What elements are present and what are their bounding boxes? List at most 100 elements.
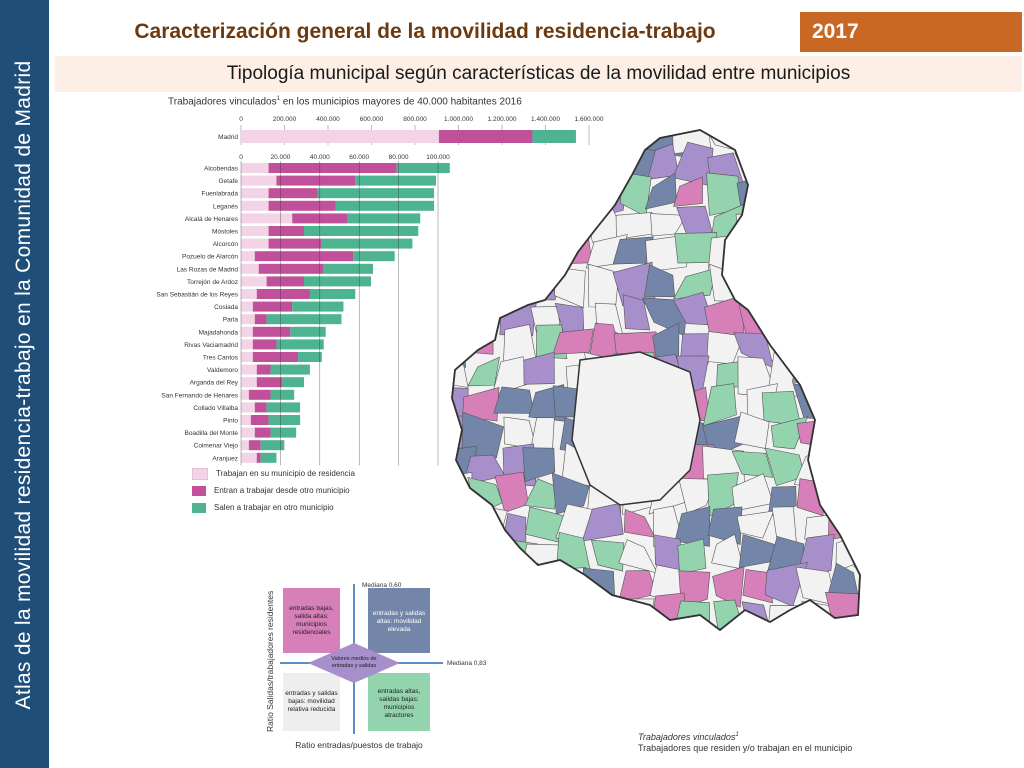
legend-label: Trabajan en su municipio de residencia [216, 469, 355, 478]
category-label: Pozuelo de Alarcón [182, 254, 238, 261]
bar-segment [241, 339, 253, 350]
bar-segment [241, 352, 253, 362]
bar-segment [396, 163, 450, 173]
bar-segment [290, 326, 326, 337]
bar-segment [241, 238, 269, 249]
bar-segment [282, 377, 305, 388]
bar-segment [241, 452, 257, 463]
madrid-axis-tick-label: 200.000 [273, 116, 297, 123]
category-label: Fuenlabrada [202, 191, 239, 198]
bar-segment [268, 163, 397, 173]
category-label: Coslada [214, 304, 238, 311]
page-title: Caracterización general de la movilidad … [134, 20, 716, 43]
footnote-sup: 1 [735, 732, 739, 738]
bar-segment [241, 163, 269, 173]
legend-item: Trabajan en su municipio de residencia [192, 465, 355, 482]
category-label: Collado Villalba [193, 405, 238, 412]
bar-segment [256, 452, 261, 463]
bar-segment [266, 314, 342, 325]
bar-segment [241, 226, 269, 236]
madrid-axis-tick-label: 1.600.000 [575, 116, 604, 123]
bar-segment [241, 326, 253, 337]
category-label: Pinto [223, 418, 238, 425]
bar-segment [254, 314, 267, 325]
legend-swatch-light-pink [192, 467, 208, 480]
madrid-axis-tick-label: 1.000.000 [444, 116, 473, 123]
bar-segment [270, 364, 310, 375]
bar-segment [252, 339, 277, 350]
category-label: Tres Cantos [203, 355, 239, 362]
bar-segment [256, 364, 271, 375]
legend-swatch-teal [192, 502, 206, 513]
bar-segment [266, 402, 301, 413]
bar-segment [335, 200, 435, 211]
bar-segment [241, 377, 257, 388]
side-band [0, 0, 49, 768]
bar-segment [241, 251, 255, 262]
bar-segment [260, 452, 277, 463]
bar-segment [292, 301, 344, 312]
category-label: Móstoles [212, 229, 239, 236]
legend-item: Salen a trabajar en otro municipio [192, 499, 355, 516]
bar-segment [254, 251, 354, 262]
category-label: Colmenar Viejo [194, 443, 239, 450]
chart-title: Trabajadores vinculados1 en los municipi… [168, 96, 522, 107]
page-subtitle: Tipología municipal según característica… [55, 56, 1022, 92]
bar-segment [241, 200, 269, 211]
category-label: Valdemoro [207, 367, 238, 374]
chart-title-sup: 1 [276, 96, 280, 102]
bar-segment [241, 427, 255, 438]
bar-segment [355, 175, 437, 186]
bar-segment [304, 226, 419, 236]
madrid-axis-tick-label: 1.400.000 [531, 116, 560, 123]
bar-segment [248, 440, 261, 451]
bar-segment [317, 188, 435, 199]
category-label: Alcorcón [213, 241, 239, 248]
axis-tick-label: 20.000 [270, 154, 290, 161]
bar-segment [241, 263, 259, 274]
madrid-bar-segment [241, 130, 439, 143]
bar-segment [254, 427, 271, 438]
bar-segment [268, 415, 301, 425]
bar-segment [241, 415, 251, 425]
bar-segment [304, 276, 372, 287]
madrid-axis-tick-label: 1.200.000 [488, 116, 517, 123]
bar-segment [256, 289, 310, 299]
footnote-line2: Trabajadores que residen y/o trabajan en… [638, 743, 853, 753]
axis-tick-label: 80.000 [389, 154, 409, 161]
category-label: Aranjuez [212, 455, 238, 462]
bar-segment [241, 440, 249, 451]
category-label: Alcobendas [204, 166, 239, 173]
bar-segment [256, 377, 283, 388]
bar-segment [241, 389, 249, 400]
bar-segment [252, 326, 291, 337]
category-label: Rivas Vaciamadrid [184, 342, 238, 349]
legend-item: Entran a trabajar desde otro municipio [192, 482, 355, 499]
quadrant-bl-text: entradas y salidas bajas: movilidad rela… [285, 690, 338, 713]
category-label: Boadilla del Monte [185, 430, 239, 437]
category-label: Leganés [213, 203, 239, 210]
chart-title-suffix: en los municipios mayores de 40.000 habi… [282, 96, 522, 108]
chart-title-text: Trabajadores vinculados [168, 96, 277, 108]
bar-segment [248, 389, 271, 400]
quadrant-tr-text: entradas y salidas altas: movilidad elev… [372, 610, 426, 633]
bar-segment [241, 314, 255, 325]
axis-tick-label: 60.000 [349, 154, 369, 161]
category-label: Majadahonda [199, 329, 239, 336]
bar-segment [347, 213, 421, 224]
bar-segment [241, 289, 257, 299]
bar-segment [252, 352, 299, 362]
chart-legend: Trabajan en su municipio de residencia E… [192, 465, 355, 516]
bar-segment [241, 188, 269, 199]
bar-segment [266, 276, 305, 287]
category-label: Las Rozas de Madrid [177, 266, 239, 273]
bar-segment [298, 352, 322, 362]
madrid-axis-tick-label: 800.000 [403, 116, 427, 123]
bar-segment [252, 301, 293, 312]
footnote: Trabajadores vinculados1 Trabajadores qu… [638, 730, 852, 754]
category-label: Arganda del Rey [190, 380, 239, 387]
bar-segment [250, 415, 269, 425]
axis-tick-label: 40.000 [310, 154, 330, 161]
bar-segment [309, 289, 356, 299]
